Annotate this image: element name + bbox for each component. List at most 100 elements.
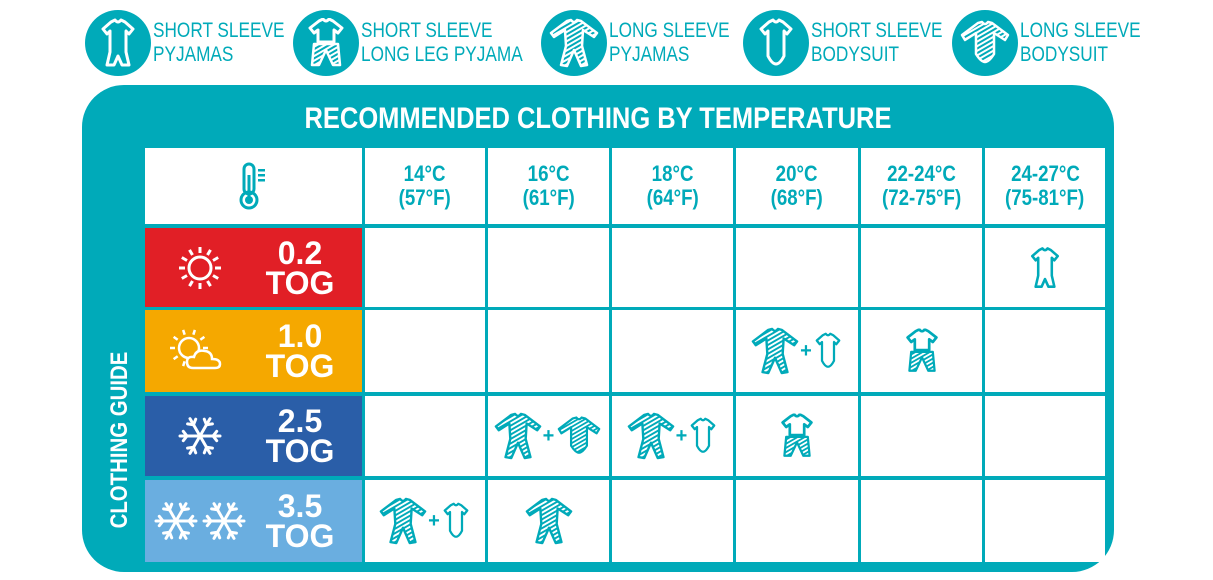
column-header: 14°C (57°F) (365, 148, 485, 224)
column-header-fahrenheit: (72-75°F) (881, 185, 962, 210)
plus-sign: + (800, 339, 812, 362)
tog-value: 2.5 TOG (255, 403, 345, 469)
clothing-combo: + (379, 497, 471, 545)
legend-label: LONG SLEEVE (609, 19, 730, 42)
table-cell (861, 310, 982, 392)
table-cell: + (612, 396, 733, 476)
corner-cell (145, 148, 362, 224)
tog-value: 3.5 TOG (255, 488, 345, 554)
legend-label: PYJAMAS (153, 43, 234, 66)
weather-icon-wrap (145, 411, 255, 461)
table-cell: + (365, 480, 485, 562)
clothing-combo: + (751, 327, 843, 375)
column-header: 18°C (64°F) (612, 148, 733, 224)
long-sleeve-pyjamas-icon (525, 497, 573, 545)
table-cell: + (736, 310, 858, 392)
panel-title: RECOMMENDED CLOTHING BY TEMPERATURE (304, 102, 892, 135)
sun-cloud-icon (170, 329, 222, 370)
tog-unit: TOG (265, 433, 335, 469)
long-sleeve-pyjamas-icon (494, 412, 542, 460)
long-sleeve-bodysuit-icon (952, 10, 1018, 76)
legend-label: SHORT SLEEVE (811, 19, 943, 42)
tog-number: 3.5 (277, 488, 323, 524)
column-header: 22-24°C (72-75°F) (861, 148, 982, 224)
long-sleeve-pyjamas-icon (627, 412, 675, 460)
table-cell (612, 228, 733, 307)
legend-label: BODYSUIT (1020, 43, 1109, 66)
table-cell (736, 480, 858, 562)
clothing-combo (904, 328, 940, 374)
clothing-combo (525, 497, 573, 545)
legend-label: SHORT SLEEVE (361, 19, 493, 42)
table-cell (861, 396, 982, 476)
long-sleeve-pyjamas-icon (541, 10, 607, 76)
column-header-celsius: 18°C (651, 161, 694, 186)
column-header-fahrenheit: (61°F) (522, 185, 575, 210)
two-snowflakes-icon (154, 502, 246, 540)
legend-label: LONG LEG PYJAMA (361, 43, 523, 66)
clothing-combo: + (494, 412, 604, 460)
thermometer-icon (239, 162, 265, 210)
tog-row-label: 0.2 TOG (145, 228, 362, 307)
table-cell (985, 228, 1105, 307)
short-sleeve-long-leg-pyjama-icon (779, 413, 815, 459)
short-sleeve-long-leg-pyjama-icon (293, 10, 359, 76)
long-sleeve-bodysuit-icon (555, 414, 603, 458)
table-cell (861, 228, 982, 307)
table-cell (488, 310, 609, 392)
table-cell (861, 480, 982, 562)
tog-row-label: 2.5 TOG (145, 396, 362, 476)
legend-label: LONG SLEEVE (1020, 19, 1141, 42)
tog-value: 0.2 TOG (255, 234, 345, 301)
table-cell (612, 310, 733, 392)
short-sleeve-bodysuit-icon (813, 331, 843, 371)
column-header-celsius: 22-24°C (887, 161, 956, 186)
weather-icon-wrap (145, 496, 255, 546)
short-sleeve-pyjamas-icon (85, 10, 151, 76)
legend-item-ss-bodysuit: SHORT SLEEVE BODYSUIT (743, 10, 971, 76)
tog-unit: TOG (265, 348, 335, 384)
plus-sign: + (542, 424, 555, 447)
tog-number: 1.0 (277, 318, 323, 354)
tog-value: 1.0 TOG (255, 318, 345, 384)
legend-item-ss-pyjamas: SHORT SLEEVE PYJAMAS (85, 10, 313, 76)
tog-row-label: 1.0 TOG (145, 310, 362, 392)
short-sleeve-pyjamas-icon (1028, 246, 1062, 290)
legend-label: PYJAMAS (609, 43, 690, 66)
table-cell (365, 310, 485, 392)
table-cell (736, 396, 858, 476)
tog-unit: TOG (265, 264, 335, 301)
tog-number: 2.5 (277, 403, 323, 439)
column-header-fahrenheit: (57°F) (398, 185, 452, 210)
table-cell (488, 228, 609, 307)
weather-icon-wrap (145, 243, 255, 293)
plus-sign: + (675, 424, 688, 447)
short-sleeve-bodysuit-icon (688, 416, 718, 456)
tog-number: 0.2 (277, 234, 323, 271)
column-header: 20°C (68°F) (736, 148, 858, 224)
column-header: 16°C (61°F) (488, 148, 609, 224)
clothing-combo: + (627, 412, 719, 460)
column-header: 24-27°C (75-81°F) (985, 148, 1105, 224)
long-sleeve-pyjamas-icon (379, 497, 427, 545)
clothing-combo (779, 413, 815, 459)
short-sleeve-bodysuit-icon (441, 501, 471, 541)
tog-unit: TOG (265, 518, 335, 554)
table-cell (365, 396, 485, 476)
table-cell (612, 480, 733, 562)
column-header-celsius: 16°C (527, 161, 570, 186)
table-cell (985, 480, 1105, 562)
clothing-combo (1028, 246, 1062, 290)
legend-item-ss-longleg: SHORT SLEEVE LONG LEG PYJAMA (293, 10, 558, 76)
table-cell (985, 310, 1105, 392)
long-sleeve-pyjamas-icon (751, 327, 799, 375)
short-sleeve-long-leg-pyjama-icon (904, 328, 940, 374)
column-header-celsius: 20°C (776, 161, 818, 186)
short-sleeve-bodysuit-icon (743, 10, 809, 76)
table-cell (365, 228, 485, 307)
legend-item-ls-bodysuit: LONG SLEEVE BODYSUIT (952, 10, 1167, 76)
column-header-fahrenheit: (68°F) (770, 185, 824, 210)
column-header-fahrenheit: (75-81°F) (1005, 185, 1085, 210)
side-label: CLOTHING GUIDE (106, 351, 133, 529)
plus-sign: + (428, 509, 440, 532)
